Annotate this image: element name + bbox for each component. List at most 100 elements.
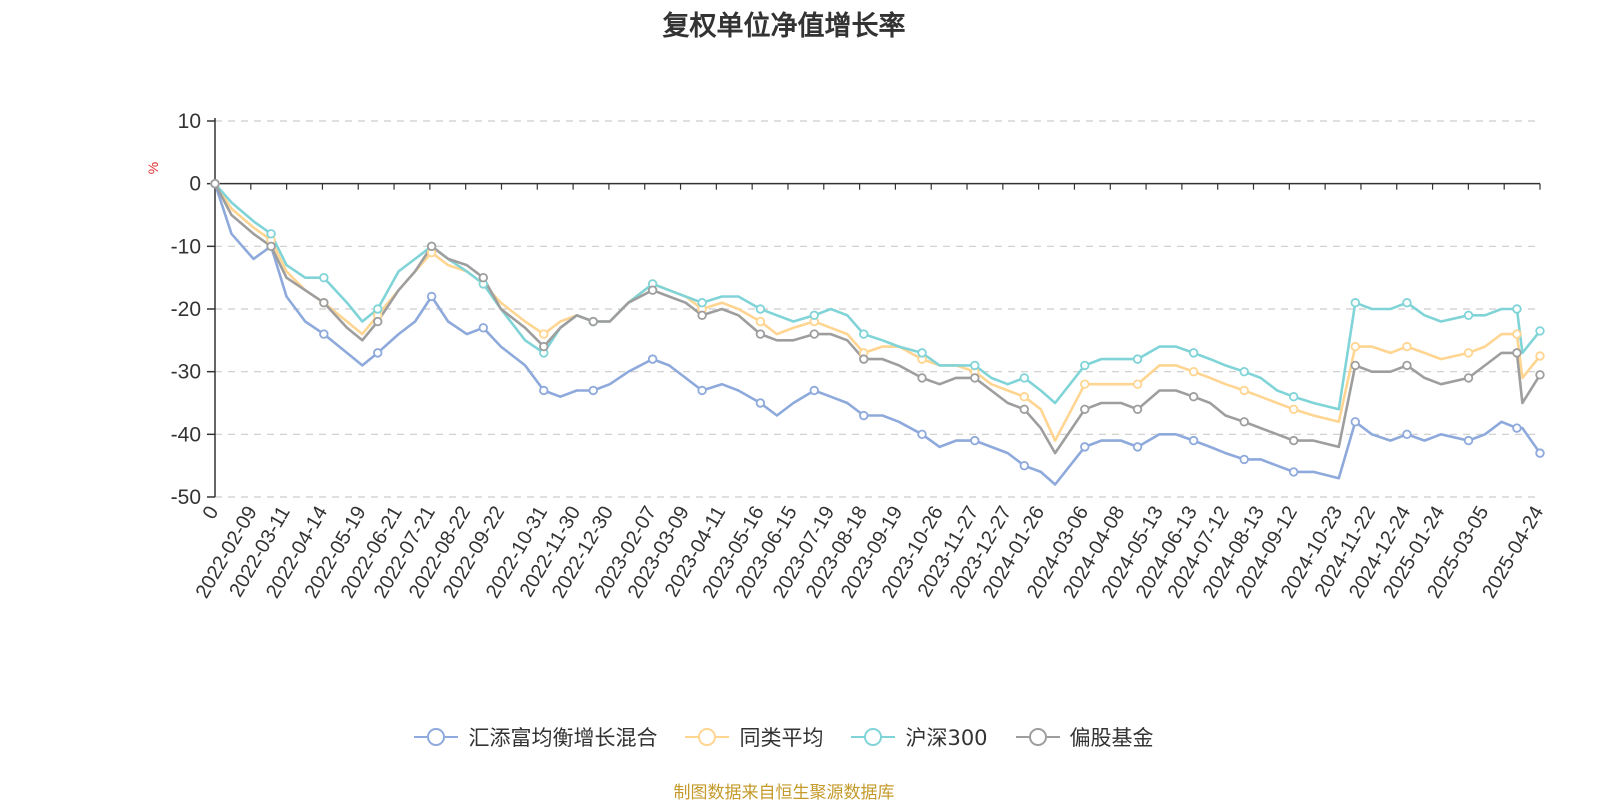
- data-point: [478, 272, 488, 283]
- data-point: [539, 329, 549, 339]
- data-point: [319, 329, 329, 339]
- data-point: [1132, 379, 1143, 389]
- data-point: [1402, 298, 1412, 308]
- data-point: [319, 272, 329, 283]
- data-point: [917, 373, 927, 383]
- x-tick-label: 0: [199, 503, 224, 524]
- data-point: [755, 316, 766, 327]
- data-point: [1080, 379, 1090, 389]
- data-point: [917, 429, 927, 440]
- data-point: [859, 354, 869, 364]
- legend-item[interactable]: 沪深300: [851, 722, 988, 752]
- data-point: [426, 241, 437, 252]
- data-point: [1535, 351, 1545, 361]
- legend-label: 汇添富均衡增长混合: [468, 726, 658, 750]
- data-point: [373, 304, 383, 314]
- data-point: [588, 316, 598, 327]
- data-point: [1535, 448, 1545, 458]
- data-point: [1239, 366, 1249, 377]
- data-point: [1239, 385, 1249, 396]
- data-point: [539, 341, 549, 352]
- data-point: [1132, 404, 1143, 414]
- data-point: [809, 310, 819, 320]
- data-point: [1535, 370, 1545, 380]
- data-point: [1288, 404, 1299, 414]
- data-point: [1019, 404, 1029, 414]
- data-point: [426, 291, 437, 302]
- series-line: [213, 182, 1542, 442]
- series-lines: [213, 182, 1542, 486]
- data-point: [588, 385, 598, 396]
- data-point: [1402, 429, 1412, 440]
- data-point: [1463, 373, 1474, 383]
- data-point: [809, 329, 819, 339]
- legend-label: 偏股基金: [1069, 726, 1154, 750]
- data-point: [266, 229, 276, 239]
- data-point: [697, 385, 707, 396]
- legend-symbol-icon: [851, 728, 896, 746]
- data-point: [1080, 442, 1090, 452]
- data-point: [1463, 310, 1474, 320]
- data-point: [1288, 392, 1299, 402]
- data-point: [1188, 435, 1199, 446]
- legend-label: 沪深300: [905, 726, 988, 750]
- data-point: [1239, 417, 1249, 427]
- data-point: [1080, 404, 1090, 414]
- data-point: [1512, 329, 1522, 339]
- data-point: [755, 304, 766, 314]
- y-tick-label: -40: [171, 423, 201, 446]
- legend-label: 同类平均: [739, 726, 824, 750]
- y-tick-label: -50: [171, 486, 201, 509]
- data-point: [373, 348, 383, 358]
- data-point: [1019, 373, 1029, 383]
- data-point: [809, 385, 819, 396]
- data-point: [970, 360, 980, 371]
- data-point: [1350, 341, 1360, 352]
- data-point: [1350, 360, 1360, 371]
- series-markers: [210, 178, 1545, 477]
- data-point: [755, 329, 766, 339]
- chart-title: 复权单位净值增长率: [662, 11, 906, 42]
- data-point: [917, 348, 927, 358]
- data-point: [1512, 304, 1522, 314]
- legend-symbol-icon: [1015, 728, 1060, 746]
- y-tick-label: -20: [171, 298, 201, 321]
- y-axis-label: %: [145, 162, 161, 174]
- legend-item[interactable]: 汇添富均衡增长混合: [414, 722, 657, 752]
- data-point: [697, 298, 707, 308]
- data-point: [647, 285, 658, 295]
- data-point: [210, 178, 220, 189]
- series-line: [213, 183, 1542, 455]
- data-point: [1350, 417, 1360, 427]
- data-point: [1019, 460, 1029, 471]
- data-point: [1535, 326, 1545, 336]
- data-point: [373, 316, 383, 327]
- data-point: [1463, 435, 1474, 446]
- data-point: [970, 435, 980, 446]
- data-point: [859, 329, 869, 339]
- legend-symbol-icon: [685, 728, 730, 746]
- legend-item[interactable]: 同类平均: [685, 722, 823, 752]
- legend: 汇添富均衡增长混合 同类平均 沪深300 偏股基金: [0, 722, 1568, 752]
- data-point: [1239, 454, 1249, 465]
- y-tick-label: -30: [171, 361, 201, 384]
- data-point: [1132, 354, 1143, 364]
- data-point: [1188, 392, 1199, 402]
- data-point: [1019, 392, 1029, 402]
- data-point: [1080, 360, 1090, 371]
- data-point: [319, 298, 329, 308]
- data-point: [478, 323, 488, 333]
- data-point: [266, 241, 276, 252]
- data-point: [1402, 341, 1412, 352]
- data-point: [1512, 348, 1522, 358]
- legend-item[interactable]: 偏股基金: [1015, 722, 1154, 752]
- data-point: [1288, 467, 1299, 477]
- data-point: [647, 354, 658, 364]
- y-tick-label: 0: [189, 173, 201, 196]
- y-tick-label: -10: [171, 235, 201, 258]
- series-line: [213, 183, 1542, 486]
- data-point: [1188, 348, 1199, 358]
- data-point: [859, 410, 869, 421]
- source-note: 制图数据来自恒生聚源数据库: [673, 783, 895, 803]
